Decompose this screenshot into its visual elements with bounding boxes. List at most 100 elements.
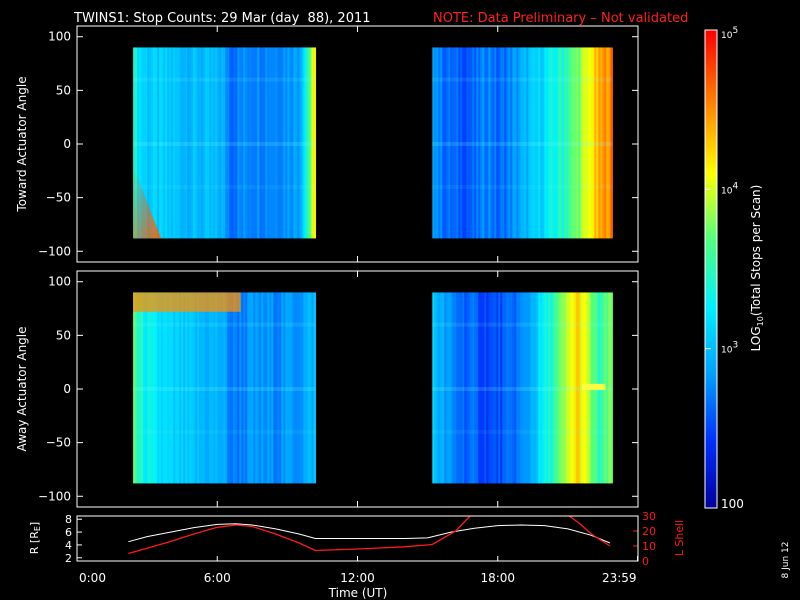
toward-heat-column: [460, 47, 463, 239]
away-heat-column: [488, 292, 491, 484]
away-heat-column: [279, 292, 282, 484]
toward-heat-column: [237, 47, 240, 239]
away-heat-column: [275, 292, 278, 484]
away-angle-band: [432, 429, 613, 434]
toward-heat-column: [285, 47, 288, 239]
away-heat-column: [574, 292, 577, 484]
toward-heat-column: [564, 47, 567, 239]
toward-heat-column: [514, 47, 517, 239]
orbit-ytick-label: 2: [65, 552, 72, 565]
away-heat-column: [229, 292, 232, 484]
toward-heat-column: [524, 47, 527, 239]
toward-heat-column: [606, 47, 609, 239]
toward-heat-column: [247, 47, 250, 239]
away-heat-column: [566, 292, 569, 484]
toward-heat-column: [287, 47, 290, 239]
orbit-ytick-label-right: 0: [642, 555, 649, 568]
toward-heat-column: [464, 47, 467, 239]
away-heat-column: [558, 292, 561, 484]
toward-heat-column: [506, 47, 509, 239]
colorbar-gradient: [704, 29, 718, 509]
toward-heat-column: [442, 47, 445, 239]
away-heat-column: [187, 292, 190, 484]
toward-heat-column: [512, 47, 515, 239]
away-heat-column: [273, 292, 276, 484]
away-heat-column: [524, 292, 527, 484]
colorbar-tick-label: 105: [721, 26, 738, 41]
toward-heat-column: [153, 47, 156, 239]
date-stamp: 8 Jun 12: [781, 542, 791, 579]
toward-heatmap-blocks: [133, 47, 613, 239]
toward-heat-column: [488, 47, 491, 239]
away-heat-column: [135, 292, 138, 484]
away-heat-column: [153, 292, 156, 484]
toward-heat-column: [550, 47, 553, 239]
toward-heat-column: [189, 47, 192, 239]
toward-heat-column: [191, 47, 194, 239]
away-upper-band-feature: [133, 292, 241, 312]
toward-ytick-group: −100 −50 0 50 100: [38, 26, 639, 262]
toward-heat-column: [157, 47, 160, 239]
toward-heat-column: [596, 47, 599, 239]
away-heat-column: [546, 292, 549, 484]
toward-heat-column: [235, 47, 238, 239]
toward-heat-column: [566, 47, 569, 239]
away-heat-column: [608, 292, 611, 484]
away-heat-column: [564, 292, 567, 484]
toward-heat-column: [456, 47, 459, 239]
colorbar-tick-label: 104: [721, 181, 738, 196]
away-ytick-label: −100: [38, 489, 71, 503]
away-heat-column: [221, 292, 224, 484]
orbit-xtick-label: 0:00: [79, 571, 106, 585]
away-heat-column: [237, 292, 240, 484]
away-heat-column: [167, 292, 170, 484]
away-heat-column: [474, 292, 477, 484]
toward-heat-column: [205, 47, 208, 239]
away-heat-column: [173, 292, 176, 484]
toward-heat-column: [223, 47, 226, 239]
orbit-xtick-group: 0:00 6:00 12:00 18:00 23:59: [76, 556, 639, 585]
away-heat-column: [311, 292, 315, 484]
away-heat-column: [295, 292, 298, 484]
away-heat-column: [241, 292, 244, 484]
orbit-ytick-label: 4: [65, 539, 72, 552]
away-angle-ylabel: Away Actuator Angle: [15, 326, 29, 451]
away-heat-column: [305, 292, 309, 484]
away-heat-column: [293, 292, 296, 484]
toward-heat-column: [484, 47, 487, 239]
toward-heat-column: [466, 47, 469, 239]
away-heat-column: [458, 292, 461, 484]
orbit-ytick-label-right: 30: [642, 510, 656, 523]
orbit-lshell-ylabel: L Shell: [673, 520, 686, 556]
away-zero-angle-feature: [581, 383, 606, 390]
toward-heat-column: [273, 47, 276, 239]
toward-heat-column: [219, 47, 222, 239]
toward-heat-column: [249, 47, 252, 239]
away-ytick-group: −100 −50 0 50 100: [38, 271, 639, 507]
toward-heat-column: [608, 47, 611, 239]
toward-heat-column: [203, 47, 206, 239]
away-heat-column: [235, 292, 238, 484]
toward-heat-column: [297, 47, 300, 239]
toward-heat-column: [552, 47, 555, 239]
toward-heat-column: [305, 47, 309, 239]
colorbar-tick-label: 103: [721, 341, 738, 356]
away-angle-band: [133, 387, 316, 391]
away-heat-column: [261, 292, 264, 484]
toward-heat-column: [179, 47, 182, 239]
away-heat-column: [554, 292, 557, 484]
toward-heat-column: [504, 47, 507, 239]
away-heat-column: [205, 292, 208, 484]
toward-heat-column: [257, 47, 260, 239]
toward-heat-column: [558, 47, 561, 239]
away-heat-column: [572, 292, 575, 484]
toward-heat-column: [167, 47, 170, 239]
orbit-panel-frame: [76, 515, 639, 562]
toward-angle-band: [432, 184, 613, 189]
colorbar-label: LOG10(Total Stops per Scan): [749, 185, 765, 352]
away-heat-column: [171, 292, 174, 484]
orbit-ytick-right-group: 0 10 20 30: [633, 510, 656, 568]
away-angle-band: [133, 322, 316, 327]
away-heat-column: [432, 292, 435, 484]
toward-heat-column: [592, 47, 595, 239]
